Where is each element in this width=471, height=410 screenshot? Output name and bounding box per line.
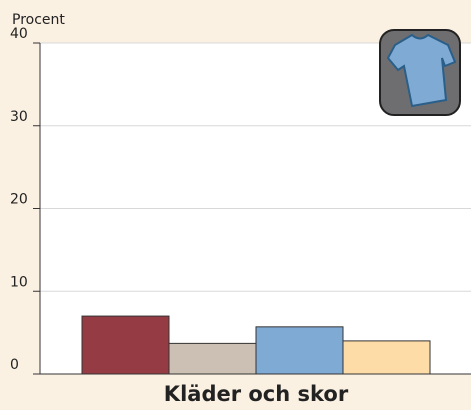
bar — [255, 326, 344, 375]
bar — [342, 340, 431, 375]
y-tick-label: 0 — [10, 357, 19, 373]
y-tick-label: 20 — [10, 192, 28, 208]
x-tick-label: Kläder och skor — [164, 382, 349, 406]
y-tick-label: 30 — [10, 109, 28, 125]
y-axis-label: Procent — [12, 12, 65, 28]
bar — [168, 342, 257, 375]
bar — [81, 315, 170, 375]
y-tick-label: 10 — [10, 274, 28, 290]
tshirt-icon — [379, 29, 461, 116]
y-tick-label: 40 — [10, 26, 28, 42]
bars — [81, 315, 431, 375]
